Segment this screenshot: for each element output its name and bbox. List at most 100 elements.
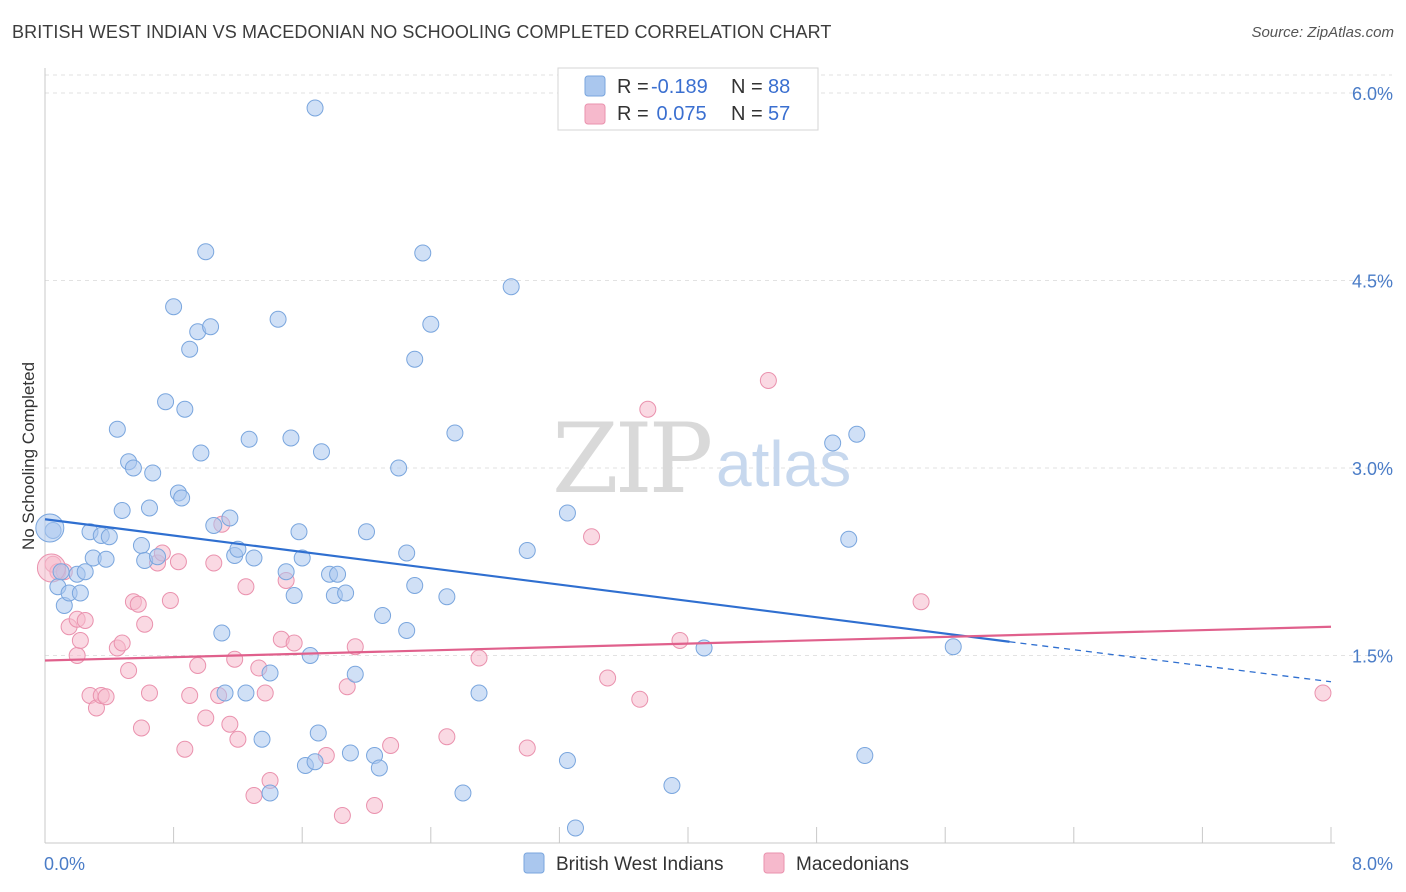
- data-point-macedonian: [197, 709, 215, 727]
- data-point-british-west-indian: [221, 509, 239, 527]
- bottom-legend-label-1: British West Indians: [556, 854, 724, 875]
- data-point-macedonian: [438, 728, 456, 746]
- axes: [44, 68, 1335, 844]
- data-point-macedonian: [1314, 684, 1332, 702]
- data-point-british-west-indian: [213, 624, 231, 642]
- data-point-british-west-indian: [245, 549, 263, 567]
- y-tick-label: 3.0%: [1352, 459, 1393, 479]
- chart-title: BRITISH WEST INDIAN VS MACEDONIAN NO SCH…: [12, 22, 832, 42]
- data-point-british-west-indian: [240, 430, 258, 448]
- data-point-british-west-indian: [144, 464, 162, 482]
- y-tick-label: 4.5%: [1352, 272, 1393, 292]
- data-point-british-west-indian: [293, 549, 311, 567]
- watermark-zip: ZIP: [552, 403, 711, 515]
- data-point-british-west-indian: [856, 747, 874, 764]
- data-point-british-west-indian: [346, 665, 364, 683]
- trend-line-macedonians: [44, 625, 1332, 662]
- watermark: ZIP atlas: [552, 403, 851, 515]
- data-point-macedonian: [346, 638, 364, 656]
- data-point-macedonian: [639, 400, 657, 418]
- data-point-british-west-indian: [840, 530, 858, 548]
- data-point-british-west-indian: [108, 420, 126, 438]
- data-point-british-west-indian: [824, 434, 842, 452]
- data-point-british-west-indian: [301, 647, 319, 664]
- data-point-british-west-indian: [558, 752, 576, 769]
- data-point-british-west-indian: [202, 318, 220, 336]
- data-point-british-west-indian: [192, 444, 210, 462]
- legend-n-value-1: 88: [768, 76, 790, 98]
- data-point-british-west-indian: [269, 310, 287, 328]
- data-point-british-west-indian: [282, 429, 300, 447]
- data-point-british-west-indian: [176, 400, 194, 418]
- data-point-british-west-indian: [237, 684, 255, 702]
- data-point-macedonian: [113, 634, 131, 652]
- bottom-legend-swatch-pink: [763, 852, 785, 874]
- data-point-british-west-indian: [76, 563, 94, 581]
- data-point-british-west-indian: [663, 777, 681, 794]
- data-point-macedonian: [237, 578, 255, 596]
- data-point-macedonian: [912, 593, 930, 611]
- y-axis-tick-labels: 1.5% 3.0% 4.5% 6.0%: [1352, 84, 1393, 667]
- trend-line-british-west-indians-extension: [1009, 641, 1332, 683]
- data-point-british-west-indian: [446, 424, 464, 442]
- data-point-british-west-indian: [132, 537, 150, 554]
- data-point-macedonian: [599, 669, 617, 687]
- data-point-british-west-indian: [149, 548, 167, 566]
- data-point-macedonian: [518, 739, 536, 757]
- legend-n-label-2: N =: [731, 103, 763, 125]
- data-point-british-west-indian: [438, 588, 456, 606]
- legend-swatch-pink: [584, 103, 606, 125]
- legend-n-label-1: N =: [731, 76, 763, 98]
- data-point-british-west-indian: [35, 513, 65, 543]
- data-point-british-west-indian: [374, 607, 392, 624]
- x-axis-ticks: [173, 827, 1332, 843]
- legend-box: R = -0.189 N = 88 R = 0.075 N = 57: [557, 67, 819, 131]
- data-point-british-west-indian: [253, 730, 271, 748]
- data-point-macedonian: [140, 684, 158, 702]
- data-point-british-west-indian: [312, 443, 330, 461]
- data-point-macedonian: [256, 684, 274, 702]
- data-point-macedonian: [285, 634, 303, 652]
- data-point-british-west-indian: [329, 565, 347, 583]
- data-point-british-west-indian: [165, 298, 183, 316]
- data-point-british-west-indian: [406, 577, 424, 594]
- data-point-british-west-indian: [124, 459, 142, 477]
- data-point-british-west-indian: [97, 550, 115, 568]
- data-point-british-west-indian: [414, 244, 432, 262]
- data-point-british-west-indian: [290, 523, 308, 541]
- data-point-british-west-indian: [398, 622, 416, 639]
- source-credit: Source: ZipAtlas.com: [1251, 24, 1394, 41]
- data-point-macedonian: [631, 690, 649, 708]
- data-point-macedonian: [338, 678, 356, 696]
- data-point-british-west-indian: [52, 563, 70, 581]
- data-point-british-west-indian: [390, 459, 408, 477]
- data-point-macedonian: [229, 730, 247, 748]
- data-point-british-west-indian: [518, 542, 536, 559]
- legend-r-value-2: 0.075: [651, 103, 707, 125]
- data-point-british-west-indian: [470, 684, 488, 702]
- data-point-macedonian: [161, 592, 179, 609]
- data-point-macedonian: [583, 528, 601, 546]
- data-point-british-west-indian: [306, 99, 324, 117]
- x-tick-label-min: 0.0%: [44, 854, 85, 874]
- gridlines: [45, 74, 1392, 656]
- data-point-british-west-indian: [113, 502, 131, 519]
- data-point-british-west-indian: [341, 744, 359, 762]
- data-point-british-west-indian: [173, 489, 191, 507]
- data-point-macedonian: [76, 612, 94, 629]
- data-point-british-west-indian: [337, 584, 355, 602]
- data-point-british-west-indian: [558, 504, 576, 522]
- legend-swatch-blue: [584, 75, 606, 97]
- data-point-british-west-indian: [454, 784, 472, 802]
- bottom-legend-label-2: Macedonians: [796, 854, 909, 875]
- data-point-british-west-indian: [370, 759, 388, 777]
- data-point-british-west-indian: [205, 517, 223, 534]
- data-point-macedonian: [382, 737, 400, 754]
- data-point-british-west-indian: [422, 315, 440, 333]
- legend-n-value-2: 57: [768, 103, 790, 125]
- data-point-macedonian: [366, 797, 384, 814]
- data-point-british-west-indian: [261, 664, 279, 682]
- legend-r-label-1: R =: [617, 76, 649, 98]
- data-point-british-west-indian: [406, 350, 424, 368]
- y-axis-title: No Schooling Completed: [19, 362, 38, 550]
